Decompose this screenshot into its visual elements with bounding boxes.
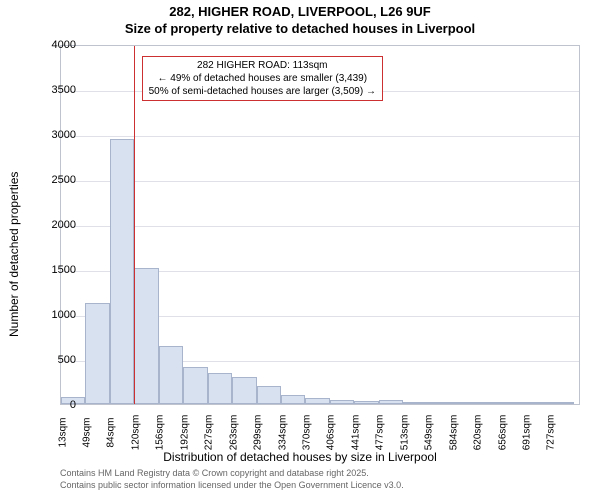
histogram-bar	[525, 402, 549, 404]
annotation-box: 282 HIGHER ROAD: 113sqm← 49% of detached…	[142, 56, 383, 101]
x-tick-label: 120sqm	[130, 413, 141, 453]
annotation-line: 282 HIGHER ROAD: 113sqm	[149, 59, 376, 72]
x-tick-label: 691sqm	[521, 413, 532, 453]
y-axis-label: Number of detached properties	[7, 172, 21, 337]
x-tick-label: 549sqm	[424, 413, 435, 453]
histogram-bar	[257, 386, 281, 404]
histogram-bar	[476, 402, 500, 404]
x-tick-label: 334sqm	[277, 413, 288, 453]
x-tick-label: 299sqm	[253, 413, 264, 453]
histogram-bar	[428, 402, 452, 404]
x-tick-label: 620sqm	[473, 413, 484, 453]
histogram-bar	[208, 373, 232, 405]
annotation-line: ← 49% of detached houses are smaller (3,…	[149, 72, 376, 85]
histogram-bar	[330, 400, 354, 405]
histogram-bar	[85, 303, 109, 404]
histogram-bar	[354, 401, 378, 404]
x-tick-label: 656sqm	[497, 413, 508, 453]
x-tick-label: 513sqm	[399, 413, 410, 453]
x-tick-label: 441sqm	[350, 413, 361, 453]
histogram-bar	[183, 367, 207, 404]
y-tick-label: 0	[26, 399, 76, 411]
x-tick-label: 584sqm	[448, 413, 459, 453]
y-tick-label: 3500	[26, 84, 76, 96]
plot-area: 282 HIGHER ROAD: 113sqm← 49% of detached…	[60, 45, 580, 405]
x-tick-label: 406sqm	[326, 413, 337, 453]
y-tick-label: 500	[26, 354, 76, 366]
x-axis-label: Distribution of detached houses by size …	[0, 450, 600, 464]
histogram-bar	[403, 402, 427, 404]
attribution-line-1: Contains HM Land Registry data © Crown c…	[60, 468, 369, 478]
x-tick-label: 13sqm	[57, 413, 68, 453]
histogram-bar	[159, 346, 183, 405]
x-tick-label: 84sqm	[106, 413, 117, 453]
x-tick-label: 192sqm	[179, 413, 190, 453]
histogram-bar	[232, 377, 256, 404]
y-tick-label: 1000	[26, 309, 76, 321]
histogram-bar	[452, 402, 476, 404]
chart-title: 282, HIGHER ROAD, LIVERPOOL, L26 9UF	[0, 4, 600, 19]
attribution-line-2: Contains public sector information licen…	[60, 480, 404, 490]
x-tick-label: 727sqm	[546, 413, 557, 453]
x-tick-label: 227sqm	[204, 413, 215, 453]
histogram-bar	[305, 398, 329, 404]
chart-container: 282, HIGHER ROAD, LIVERPOOL, L26 9UF Siz…	[0, 0, 600, 500]
annotation-line: 50% of semi-detached houses are larger (…	[149, 85, 376, 98]
histogram-bar	[281, 395, 305, 404]
x-tick-label: 263sqm	[228, 413, 239, 453]
histogram-bar	[110, 139, 134, 404]
x-tick-label: 49sqm	[82, 413, 93, 453]
y-tick-label: 4000	[26, 39, 76, 51]
x-tick-label: 477sqm	[375, 413, 386, 453]
gridline	[61, 181, 579, 182]
histogram-bar	[501, 402, 525, 404]
gridline	[61, 136, 579, 137]
y-tick-label: 1500	[26, 264, 76, 276]
x-tick-label: 370sqm	[302, 413, 313, 453]
y-tick-label: 2000	[26, 219, 76, 231]
y-tick-label: 2500	[26, 174, 76, 186]
x-tick-label: 156sqm	[155, 413, 166, 453]
reference-line	[134, 46, 135, 404]
y-tick-label: 3000	[26, 129, 76, 141]
gridline	[61, 226, 579, 227]
histogram-bar	[379, 400, 403, 405]
chart-subtitle: Size of property relative to detached ho…	[0, 21, 600, 36]
histogram-bar	[134, 268, 158, 404]
histogram-bar	[550, 402, 574, 404]
